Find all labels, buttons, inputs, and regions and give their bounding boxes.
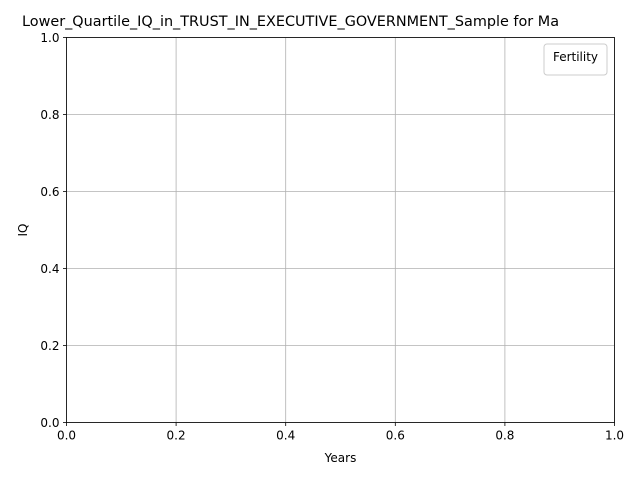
y-tick-label: 1.0 <box>40 31 59 45</box>
y-tick-label: 0.2 <box>40 339 59 353</box>
y-axis-label: IQ <box>16 224 30 237</box>
legend: Fertility <box>543 43 608 76</box>
axis-ticks: 0.0 0.2 0.4 0.6 0.8 1.0 0.0 0.2 0.4 0.6 0.8 1.0 <box>40 31 624 443</box>
legend-box <box>543 43 608 76</box>
y-tick-label: 0.6 <box>40 185 59 199</box>
x-tick-label: 1.0 <box>605 429 624 443</box>
x-tick-label: 0.8 <box>495 429 514 443</box>
plot-area-frame <box>66 37 615 423</box>
x-tick-label: 0.6 <box>386 429 405 443</box>
legend-title: Fertility <box>553 50 598 64</box>
x-axis-label: Years <box>324 451 357 465</box>
x-tick-label: 0.2 <box>167 429 186 443</box>
x-tick-label: 0.0 <box>57 429 76 443</box>
y-tick-label: 0.0 <box>40 416 59 430</box>
y-tick-label: 0.4 <box>40 262 59 276</box>
y-tick-label: 0.8 <box>40 108 59 122</box>
grid-lines <box>66 37 615 423</box>
x-tick-label: 0.4 <box>276 429 295 443</box>
chart-title: Lower_Quartile_IQ_in_TRUST_IN_EXECUTIVE_… <box>22 14 559 30</box>
